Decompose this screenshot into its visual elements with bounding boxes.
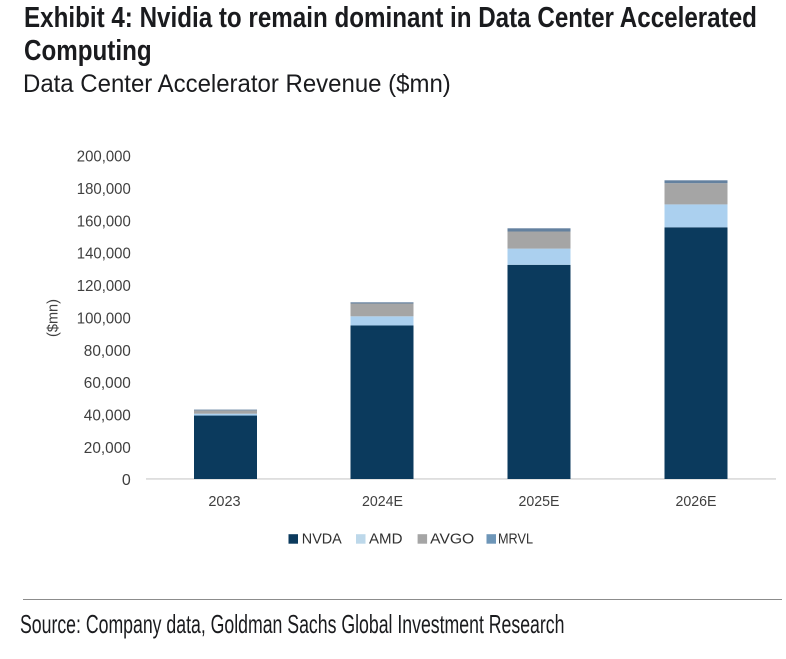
svg-text:AVGO: AVGO — [430, 532, 474, 548]
svg-text:2026E: 2026E — [676, 494, 717, 510]
svg-text:140,000: 140,000 — [77, 246, 131, 263]
svg-text:40,000: 40,000 — [84, 408, 131, 425]
svg-text:2023: 2023 — [208, 494, 240, 510]
svg-text:MRVL: MRVL — [498, 532, 533, 548]
svg-text:120,000: 120,000 — [77, 278, 131, 295]
svg-text:200,000: 200,000 — [77, 149, 131, 166]
svg-text:160,000: 160,000 — [77, 213, 131, 230]
svg-text:80,000: 80,000 — [84, 343, 131, 360]
svg-text:0: 0 — [122, 472, 131, 489]
svg-text:AMD: AMD — [369, 532, 403, 548]
svg-text:($mn): ($mn) — [45, 299, 62, 337]
svg-text:2024E: 2024E — [362, 494, 403, 510]
svg-text:60,000: 60,000 — [84, 375, 131, 392]
svg-text:NVDA: NVDA — [302, 532, 342, 548]
svg-text:20,000: 20,000 — [84, 440, 131, 457]
svg-text:180,000: 180,000 — [77, 181, 131, 198]
svg-text:2025E: 2025E — [519, 494, 560, 510]
svg-text:100,000: 100,000 — [77, 310, 131, 327]
